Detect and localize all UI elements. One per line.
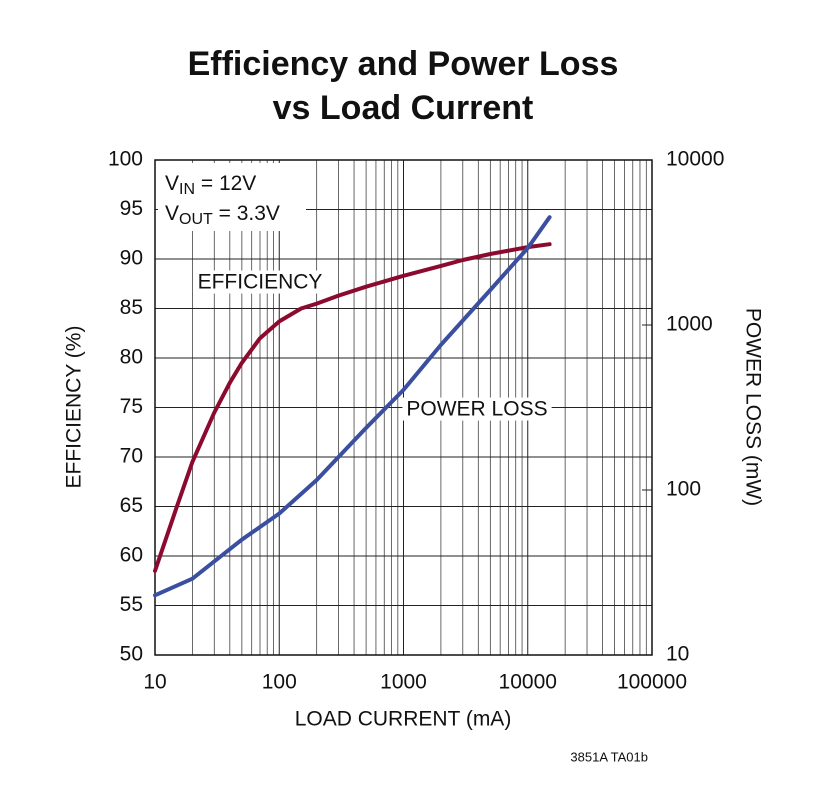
y-tick-label: 100: [108, 148, 143, 171]
plot-frame: [154, 159, 653, 656]
series-line: [153, 215, 552, 598]
y2-tick-label: 10: [666, 643, 689, 666]
y2-tick-label: 10000: [666, 148, 724, 171]
series-label-bg: [402, 397, 552, 421]
y-tick-label: 75: [120, 395, 143, 418]
annotation: VIN = 12V: [165, 172, 256, 199]
y-tick-label: 95: [120, 197, 143, 220]
x-tick-label: 10000: [499, 671, 557, 694]
series-label: EFFICIENCY: [198, 271, 323, 294]
annotation-subscript: IN: [179, 181, 195, 198]
chart-title: Efficiency and Power Loss: [188, 45, 619, 83]
chart-title: vs Load Current: [273, 89, 534, 127]
y-tick-label: 65: [120, 494, 143, 517]
series-label-bg: [193, 270, 327, 294]
x-tick-label: 10: [143, 671, 166, 694]
annotation-text: V: [165, 172, 179, 195]
y2-tick-label: 1000: [666, 313, 713, 336]
y-tick-label: 60: [120, 544, 143, 567]
y-tick-label: 70: [120, 445, 143, 468]
x-tick-label: 1000: [380, 671, 427, 694]
annotation-bg: [158, 163, 306, 231]
series-line: [153, 242, 552, 573]
annotation-text: = 3.3V: [213, 202, 280, 225]
annotation: VOUT = 3.3V: [165, 202, 280, 229]
y-axis-label: EFFICIENCY (%): [63, 326, 86, 489]
x-tick-label: 100: [262, 671, 297, 694]
series-label: POWER LOSS: [406, 398, 547, 421]
x-axis-label: LOAD CURRENT (mA): [295, 708, 512, 731]
footnote: 3851A TA01b: [570, 749, 648, 764]
x-tick-label: 100000: [617, 671, 687, 694]
y-tick-label: 55: [120, 593, 143, 616]
y2-tick-label: 100: [666, 478, 701, 501]
annotation-subscript: OUT: [179, 211, 213, 228]
annotation-text: = 12V: [195, 172, 256, 195]
y-tick-label: 80: [120, 346, 143, 369]
y-tick-label: 50: [120, 643, 143, 666]
y-tick-label: 90: [120, 247, 143, 270]
annotation-text: V: [165, 202, 179, 225]
y-tick-label: 85: [120, 296, 143, 319]
y2-axis-label: POWER LOSS (mW): [741, 308, 764, 506]
